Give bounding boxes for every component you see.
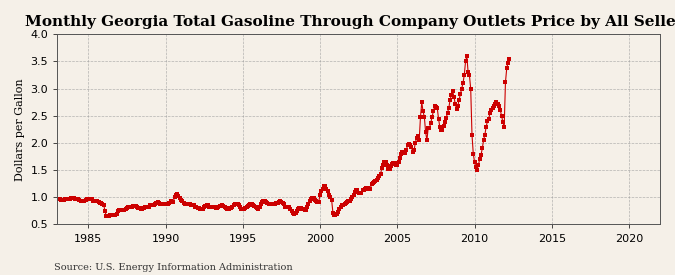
Text: Source: U.S. Energy Information Administration: Source: U.S. Energy Information Administ… [54,263,293,272]
Title: Monthly Georgia Total Gasoline Through Company Outlets Price by All Sellers: Monthly Georgia Total Gasoline Through C… [25,15,675,29]
Y-axis label: Dollars per Gallon: Dollars per Gallon [15,78,25,181]
